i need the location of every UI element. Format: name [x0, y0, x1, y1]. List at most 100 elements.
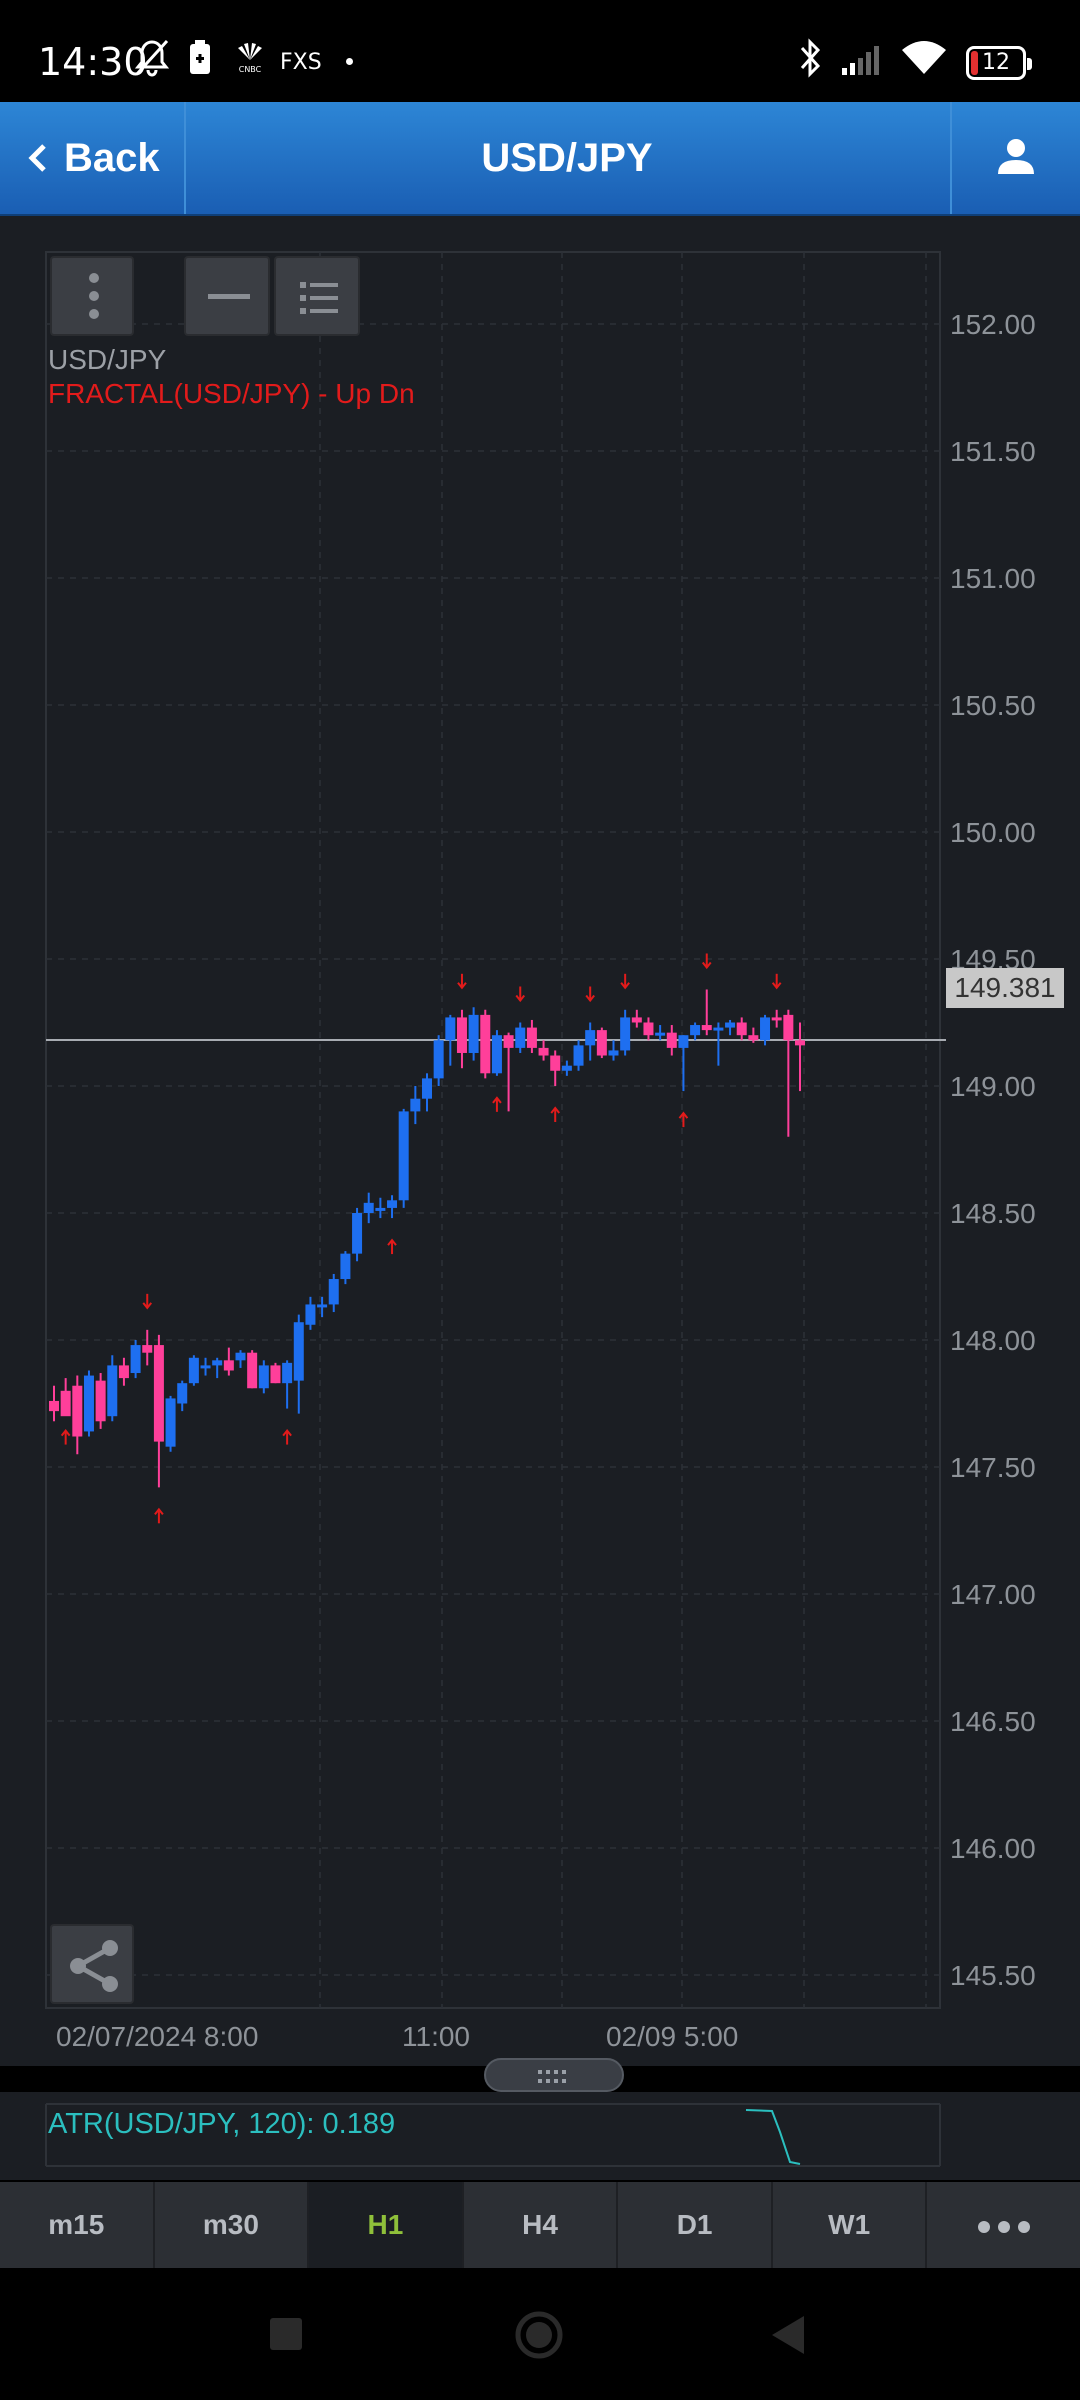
fractal-down-arrow-head [142, 1302, 153, 1310]
y-tick-label: 146.00 [950, 1833, 1036, 1864]
fractal-down-arrow-head [771, 982, 782, 990]
candle-body [212, 1360, 223, 1366]
recents-icon[interactable] [268, 2316, 304, 2352]
indicator-list-button[interactable] [274, 256, 360, 336]
candlestick-chart[interactable]: 152.00151.50151.00150.50150.00149.50149.… [0, 216, 1080, 2056]
candle-body [655, 1032, 666, 1036]
candle-body [375, 1207, 386, 1211]
timeframe-h4[interactable]: H4 [463, 2182, 619, 2268]
candle-body [293, 1322, 304, 1381]
y-tick-label: 147.50 [950, 1452, 1036, 1483]
candle-body [340, 1253, 351, 1280]
page-title: USD/JPY [481, 136, 653, 180]
pane-split-handle[interactable] [484, 2058, 624, 2092]
fractal-up-arrow-head [492, 1096, 502, 1104]
candle-body [200, 1365, 211, 1369]
candle-body [352, 1213, 363, 1254]
timeframe-m30[interactable]: m30 [154, 2182, 310, 2268]
timeframe-m15[interactable]: m15 [0, 2182, 155, 2268]
svg-text:CNBC: CNBC [239, 65, 262, 74]
candle-body [328, 1279, 339, 1305]
candle-body [445, 1017, 456, 1041]
fractal-down-arrow-head [585, 994, 595, 1003]
candle-body [760, 1017, 771, 1041]
candle-body [631, 1017, 642, 1023]
candle-body [188, 1357, 199, 1384]
back-nav-icon[interactable] [770, 2314, 806, 2356]
status-bar: 14:30 CNBC FXS 12 [0, 0, 1080, 102]
atr-chart [45, 2103, 941, 2167]
candle-body [538, 1047, 549, 1056]
chart-area[interactable]: 152.00 151.50 151.00 150.50 150.00 149.50 149.… [0, 216, 1080, 2066]
atr-label: ATR(USD/JPY, 120): 0.189 [48, 2108, 396, 2140]
candle-body [60, 1390, 71, 1417]
system-nav-bar [0, 2270, 1080, 2400]
candle-body [736, 1022, 747, 1036]
y-tick-label: 150.50 [950, 690, 1036, 721]
fractal-up-arrow-head [387, 1238, 397, 1246]
fractal-up-arrow-head [154, 1507, 164, 1515]
candle-body [258, 1365, 269, 1389]
candle-body [690, 1025, 701, 1036]
account-button[interactable] [950, 102, 1080, 214]
candle-body [713, 1027, 724, 1031]
candle-body [305, 1304, 316, 1325]
candle-body [643, 1022, 654, 1036]
fractal-down-arrow-head [620, 982, 630, 990]
timeframe-h1[interactable]: H1 [309, 2182, 464, 2268]
candle-body [130, 1345, 141, 1374]
y-tick-label: 148.50 [950, 1198, 1036, 1229]
candle-body [783, 1014, 794, 1041]
candle-body [49, 1400, 59, 1412]
fractal-up-arrow-head [282, 1428, 292, 1437]
candle-body [387, 1200, 398, 1208]
candle-body [725, 1022, 736, 1028]
vertical-dots-icon [89, 273, 99, 319]
share-button[interactable] [50, 1924, 134, 2004]
candle-body [480, 1014, 491, 1074]
current-price-tag: 149.381 [946, 968, 1064, 1008]
candle-body [748, 1035, 759, 1041]
x-tick-label: 02/09 5:00 [606, 2021, 738, 2052]
candle-body [398, 1111, 409, 1201]
candle-body [666, 1032, 677, 1048]
status-dot [346, 58, 353, 65]
draw-line-button[interactable] [184, 256, 270, 336]
timeframe-d1[interactable]: D1 [618, 2182, 773, 2268]
candle-body [270, 1365, 281, 1384]
candle-body [620, 1017, 631, 1051]
y-tick-label: 147.00 [950, 1579, 1036, 1610]
candle-body [433, 1040, 444, 1079]
cnbc-icon: CNBC [238, 43, 262, 74]
candle-body [317, 1304, 328, 1308]
candle-body [596, 1030, 607, 1056]
status-time: 14:30 [38, 40, 148, 84]
candle-body [83, 1375, 94, 1432]
candle-body [550, 1055, 561, 1071]
home-icon[interactable] [514, 2310, 564, 2360]
atr-pane[interactable]: ATR(USD/JPY, 120): 0.189 [0, 2092, 1080, 2180]
fractal-down-arrow-head [515, 994, 526, 1003]
atr-line [745, 2109, 801, 2165]
plot-frame [45, 251, 941, 2009]
muted-bell-icon [134, 39, 170, 77]
y-tick-label: 151.00 [950, 563, 1036, 594]
more-timeframes-button[interactable] [927, 2182, 1080, 2268]
candle-body [456, 1017, 467, 1053]
candle-body [526, 1027, 537, 1048]
candle-body [107, 1365, 118, 1417]
timeframe-w1[interactable]: W1 [772, 2182, 928, 2268]
candle-body [95, 1380, 106, 1422]
chart-menu-button[interactable] [50, 256, 134, 336]
y-tick-label: 146.50 [950, 1706, 1036, 1737]
candle-body [561, 1065, 572, 1071]
y-tick-label: 145.50 [950, 1960, 1036, 1991]
y-tick-label: 149.00 [950, 1071, 1036, 1102]
x-tick-label: 11:00 [402, 2021, 470, 2052]
candle-body [573, 1045, 584, 1066]
more-icon [977, 2220, 1030, 2233]
bluetooth-icon [800, 38, 821, 78]
back-button[interactable]: Back [0, 102, 186, 214]
candle-body [247, 1352, 258, 1389]
candle-body [701, 1025, 712, 1031]
